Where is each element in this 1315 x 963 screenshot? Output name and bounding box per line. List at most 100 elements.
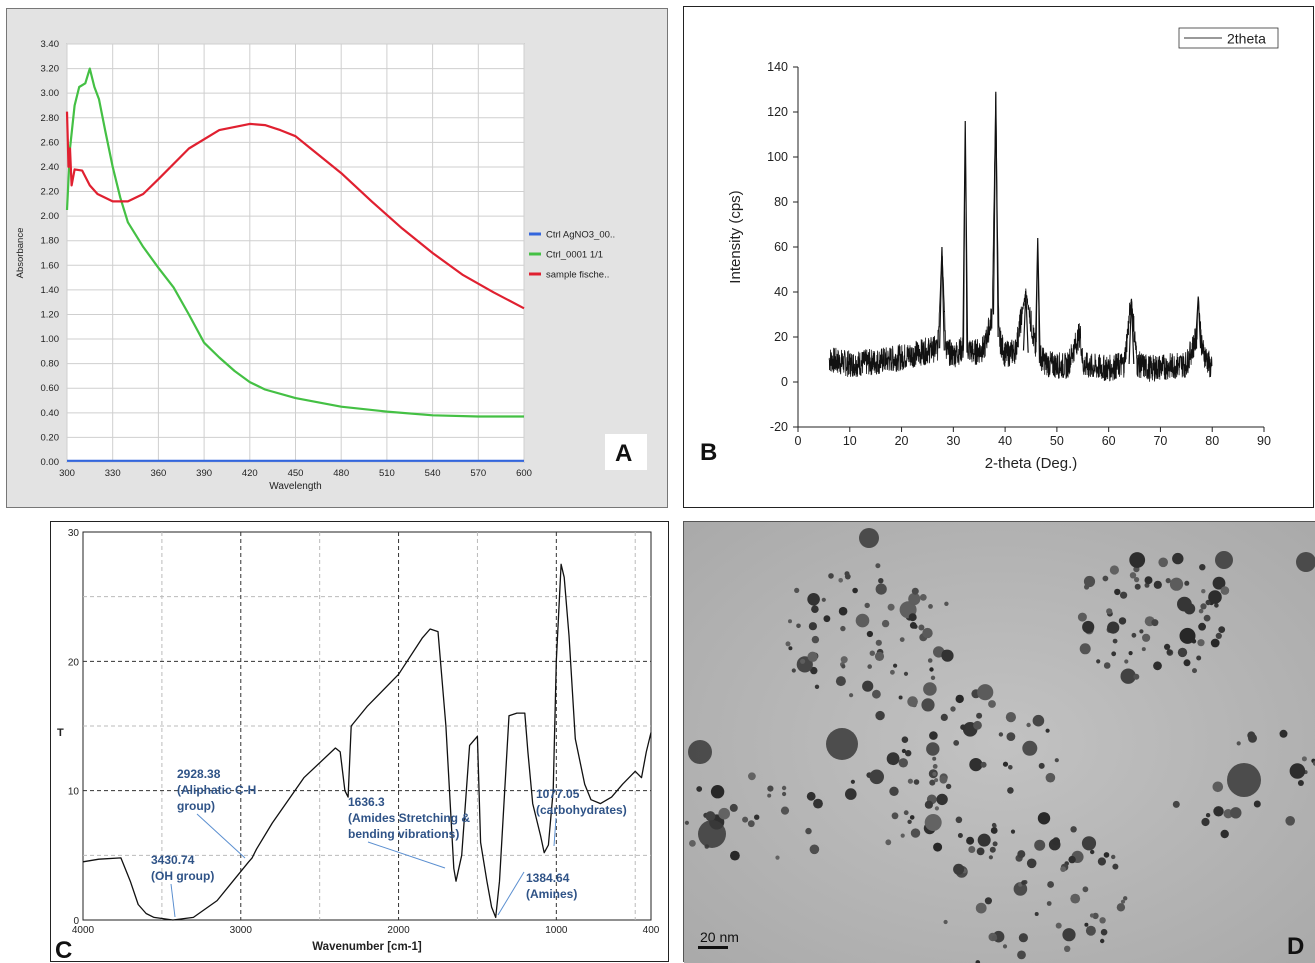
y-axis-title: Absorbance xyxy=(15,228,26,279)
nanoparticle xyxy=(835,676,846,687)
nanoparticle xyxy=(705,811,716,822)
nanoparticle xyxy=(927,658,933,663)
nanoparticle xyxy=(903,810,909,816)
nanoparticle xyxy=(1144,576,1153,585)
x-tick-label: 600 xyxy=(516,468,532,479)
nanoparticle xyxy=(890,669,895,675)
y-tick-label: 20 xyxy=(774,330,788,344)
nanoparticle xyxy=(747,820,755,828)
legend-label: sample fische.. xyxy=(546,270,609,281)
nanoparticle xyxy=(907,819,912,824)
nanoparticle xyxy=(1218,626,1226,633)
nanoparticle xyxy=(907,696,918,707)
nanoparticle xyxy=(976,712,983,719)
nanoparticle xyxy=(945,783,952,790)
nanoparticle xyxy=(941,649,954,662)
panel-label-d: D xyxy=(1287,933,1304,960)
nanoparticle xyxy=(767,785,774,792)
y-tick-label: 100 xyxy=(767,150,788,164)
nanoparticle xyxy=(838,578,843,583)
panel-a-uv-vis-chart: 0.00 0.20 0.40 0.60 0.80 1.00 1.20 1.40 1.60 1.80… xyxy=(6,8,668,508)
x-tick-label: 480 xyxy=(333,468,349,479)
nanoparticle xyxy=(1124,659,1129,664)
x-tick-label: 30 xyxy=(946,434,960,448)
nanoparticle xyxy=(866,630,873,638)
nanoparticle xyxy=(1131,632,1137,638)
legend-box xyxy=(1178,27,1279,49)
large-nanoparticle xyxy=(826,728,858,760)
nanoparticle xyxy=(742,816,749,823)
nanoparticle xyxy=(1285,816,1295,826)
nanoparticle xyxy=(1183,659,1191,667)
annotation-arrow xyxy=(497,871,525,916)
nanoparticle xyxy=(1106,608,1113,615)
nanoparticle xyxy=(901,748,906,754)
nanoparticle xyxy=(910,828,921,838)
nanoparticle xyxy=(1022,740,1038,756)
nanoparticle xyxy=(821,597,826,602)
nanoparticle xyxy=(932,764,938,769)
nanoparticle xyxy=(1172,800,1180,808)
panel-d-tem-image: 20 nm D xyxy=(683,521,1315,963)
nanoparticle xyxy=(975,902,987,914)
panel-label-a: A xyxy=(615,440,632,467)
nanoparticle xyxy=(1203,614,1211,622)
nanoparticle xyxy=(887,603,895,611)
y-tick-label: 0.80 xyxy=(41,359,60,370)
nanoparticle xyxy=(800,658,806,664)
y-tick-label: 0.20 xyxy=(41,432,60,443)
nanoparticle xyxy=(1196,655,1202,661)
nanoparticle xyxy=(1200,603,1207,610)
nanoparticle xyxy=(838,606,848,616)
annotation-label: (OH group) xyxy=(151,869,214,883)
nanoparticle xyxy=(930,675,936,680)
large-nanoparticle xyxy=(698,820,726,848)
nanoparticle xyxy=(811,605,819,613)
nanoparticle xyxy=(718,807,730,820)
y-tick-label: -20 xyxy=(770,420,788,434)
nanoparticle xyxy=(794,587,800,593)
nanoparticle xyxy=(1068,855,1076,864)
nanoparticle xyxy=(710,785,725,799)
nanoparticle xyxy=(1081,836,1097,851)
nanoparticle xyxy=(889,786,899,796)
x-tick-label: 80 xyxy=(1205,434,1219,448)
nanoparticle xyxy=(1089,913,1095,918)
y-tick-label: 0.00 xyxy=(41,457,60,468)
nanoparticle xyxy=(1017,850,1026,859)
nanoparticle xyxy=(1005,712,1016,723)
nanoparticle xyxy=(1120,591,1128,599)
nanoparticle xyxy=(729,803,738,812)
nanoparticle xyxy=(957,833,963,838)
nanoparticle xyxy=(1082,886,1089,893)
nanoparticle xyxy=(881,619,890,628)
annotation-value: 2928.38 xyxy=(177,767,221,781)
nanoparticle xyxy=(1032,714,1045,727)
nanoparticle xyxy=(953,863,965,875)
nanoparticle xyxy=(810,666,818,675)
y-tick-label: 3.40 xyxy=(41,39,60,50)
nanoparticle xyxy=(813,798,823,809)
peak-line xyxy=(992,91,999,338)
nanoparticle xyxy=(1142,633,1151,642)
nanoparticle xyxy=(936,793,948,806)
nanoparticle xyxy=(1297,780,1304,786)
nanoparticle xyxy=(886,752,900,766)
nanoparticle xyxy=(1153,580,1162,589)
nanoparticle xyxy=(1220,829,1229,839)
nanoparticle xyxy=(1129,552,1146,568)
nanoparticle xyxy=(1214,603,1219,608)
panel-b-svg: -20 0 20 40 60 80 100 120 140 0 10 20 30 40 50 60 70 80 90… xyxy=(700,27,1279,472)
nanoparticle xyxy=(901,736,909,743)
y-axis-title: T xyxy=(57,727,64,739)
nanoparticle xyxy=(1192,668,1197,674)
nanoparticle xyxy=(1047,881,1054,888)
nanoparticle xyxy=(1177,596,1192,612)
y-tick-label: 60 xyxy=(774,240,788,254)
nanoparticle xyxy=(1002,761,1009,767)
nanoparticle xyxy=(781,785,787,791)
nanoparticle xyxy=(1118,617,1127,625)
nanoparticle xyxy=(840,656,848,664)
nanoparticle xyxy=(1208,590,1222,604)
annotation-value: 1077.05 xyxy=(536,787,580,801)
